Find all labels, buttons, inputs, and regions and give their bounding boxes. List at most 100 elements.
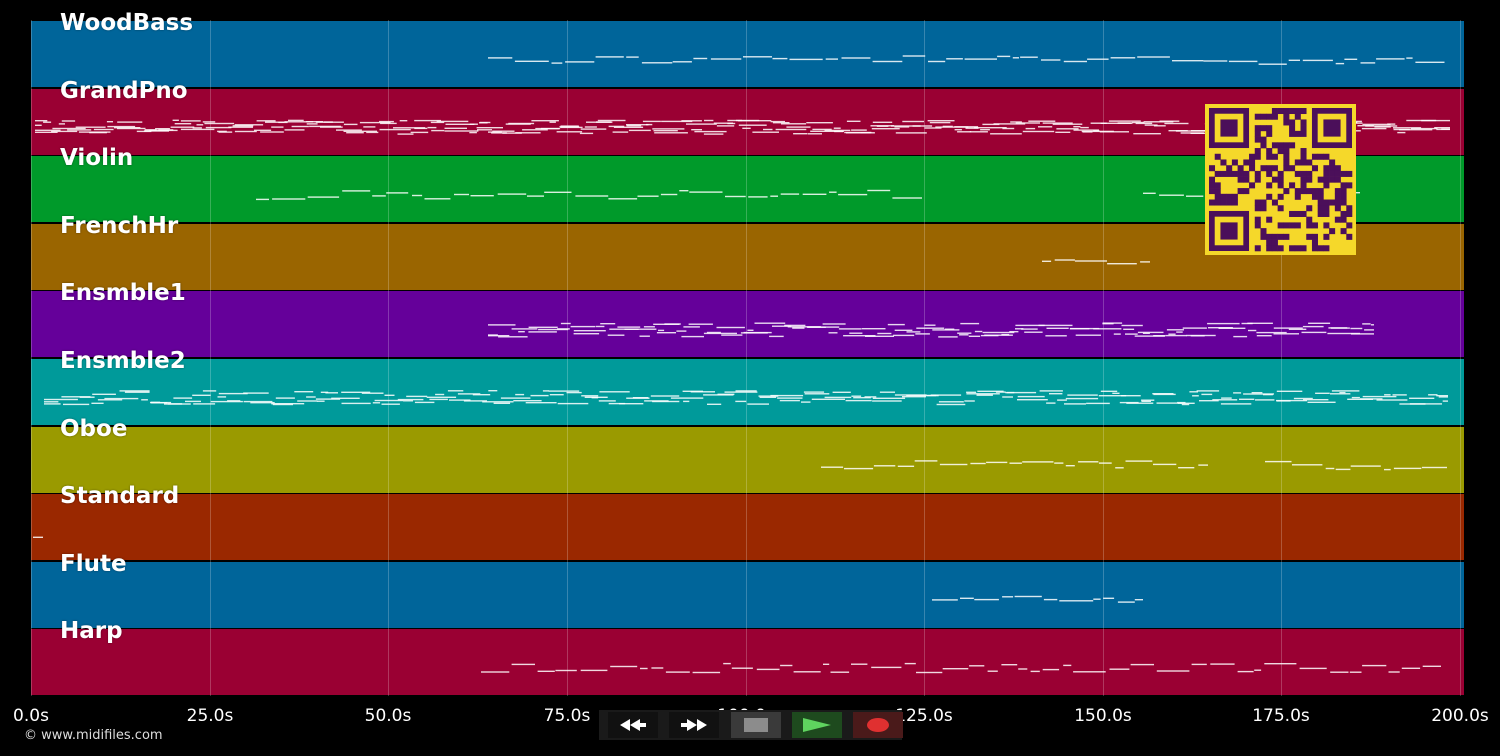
qr-module [1243, 170, 1250, 177]
track-lane-ensmble2 [31, 359, 1464, 425]
qr-module [1266, 182, 1273, 189]
qr-module [1271, 108, 1278, 115]
fast-forward-button[interactable] [669, 712, 719, 738]
qr-module [1294, 222, 1301, 229]
qr-module [1254, 205, 1261, 212]
qr-module [1277, 148, 1284, 155]
qr-module [1226, 165, 1233, 172]
track-label: Standard [60, 483, 180, 509]
qr-module [1334, 199, 1341, 206]
play-icon [803, 718, 831, 732]
time-tick-label: 150.0s [1074, 706, 1132, 726]
qr-module [1300, 245, 1307, 252]
stop-button[interactable] [731, 712, 781, 738]
track-label: Ensmble1 [60, 280, 186, 306]
time-tick-label: 175.0s [1252, 706, 1310, 726]
qr-module [1294, 108, 1301, 115]
qr-module [1277, 205, 1284, 212]
qr-module [1226, 170, 1233, 177]
rewind-button[interactable] [608, 712, 658, 738]
gridline [388, 20, 389, 696]
record-icon [867, 718, 889, 732]
qr-module [1283, 153, 1290, 160]
qr-module [1346, 222, 1353, 229]
qr-module [1294, 210, 1301, 217]
qr-module [1283, 142, 1290, 149]
track-label: FrenchHr [60, 213, 179, 239]
qr-module [1209, 199, 1216, 206]
qr-module [1346, 182, 1353, 189]
qr-module [1294, 159, 1301, 166]
qr-module [1277, 176, 1284, 183]
qr-module [1306, 176, 1313, 183]
qr-module [1306, 188, 1313, 195]
qr-module [1294, 193, 1301, 200]
qr-module [1346, 170, 1353, 177]
qr-module [1334, 165, 1341, 172]
qr-module [1289, 142, 1296, 149]
qr-module [1271, 233, 1278, 240]
qr-module [1323, 222, 1330, 229]
qr-module [1289, 108, 1296, 115]
play-button[interactable] [792, 712, 842, 738]
qr-module [1266, 170, 1273, 177]
qr-module [1329, 228, 1336, 235]
qr-module [1237, 170, 1244, 177]
qr-module [1249, 153, 1256, 160]
qr-module [1340, 210, 1347, 217]
qr-module [1300, 188, 1307, 195]
qr-module [1266, 113, 1273, 120]
fast-forward-icon [681, 719, 707, 731]
qr-module [1214, 170, 1221, 177]
qr-module [1300, 182, 1307, 189]
qr-module [1317, 210, 1324, 217]
gridline [924, 20, 925, 696]
qr-module [1329, 176, 1336, 183]
qr-module [1266, 165, 1273, 172]
qr-module [1271, 245, 1278, 252]
track-label: Flute [60, 551, 127, 577]
qr-module [1334, 170, 1341, 177]
qr-module [1254, 125, 1261, 132]
qr-module [1294, 170, 1301, 177]
qr-module [1329, 170, 1336, 177]
qr-module [1209, 188, 1216, 195]
qr-module [1306, 222, 1313, 229]
qr-module [1311, 153, 1318, 160]
gridline [1460, 20, 1461, 696]
qr-module [1311, 245, 1318, 252]
qr-module [1271, 176, 1278, 183]
qr-finder [1323, 119, 1341, 137]
qr-module [1317, 188, 1324, 195]
qr-module [1340, 216, 1347, 223]
qr-module [1300, 125, 1307, 132]
qr-module [1254, 113, 1261, 120]
gridline [567, 20, 568, 696]
qr-module [1306, 233, 1313, 240]
qr-module [1226, 193, 1233, 200]
qr-finder [1220, 222, 1238, 240]
record-button[interactable] [853, 712, 903, 738]
qr-module [1220, 159, 1227, 166]
qr-module [1266, 233, 1273, 240]
qr-module [1289, 130, 1296, 137]
qr-module [1254, 222, 1261, 229]
qr-module [1346, 233, 1353, 240]
qr-module [1300, 119, 1307, 126]
qr-module [1340, 199, 1347, 206]
qr-module [1277, 233, 1284, 240]
time-tick-label: 200.0s [1431, 706, 1489, 726]
qr-module [1277, 170, 1284, 177]
qr-module [1294, 188, 1301, 195]
qr-module [1260, 142, 1267, 149]
qr-module [1283, 148, 1290, 155]
qr-module [1254, 153, 1261, 160]
qr-module [1340, 193, 1347, 200]
qr-module [1311, 188, 1318, 195]
qr-module [1329, 165, 1336, 172]
qr-module [1289, 182, 1296, 189]
qr-module [1294, 130, 1301, 137]
qr-module [1323, 182, 1330, 189]
track-lane-standard [31, 494, 1464, 560]
qr-module [1231, 193, 1238, 200]
